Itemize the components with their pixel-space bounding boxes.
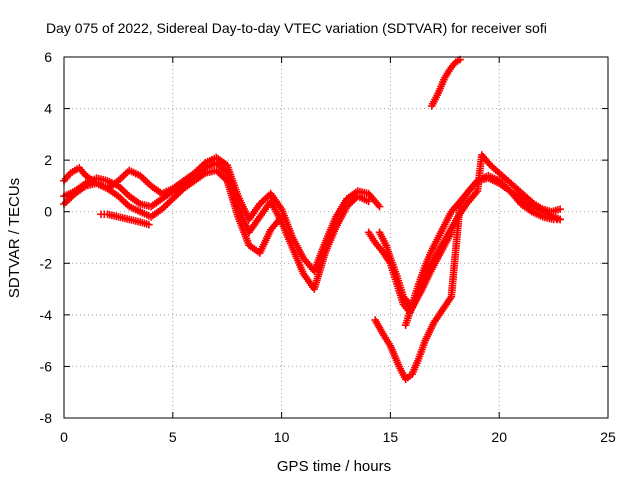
data-point [277,213,286,221]
series-arc-9 [419,151,564,283]
series-arc-4 [97,210,153,229]
x-tick-label: 5 [169,429,177,445]
series-arc-3 [60,166,286,257]
axis-ticks [63,56,609,419]
y-tick-label: -4 [40,307,53,323]
y-axis-label: SDTVAR / TECUs [6,178,23,298]
data-point [556,205,564,213]
x-tick-label: 0 [60,429,68,445]
series-arc-2 [60,158,373,293]
x-tick-label: 10 [274,429,290,445]
y-tick-label: -2 [40,255,53,271]
data-point [364,197,373,206]
y-tick-label: 4 [44,101,52,117]
plot-frame [63,56,609,419]
x-tick-label: 15 [383,429,399,445]
x-tick-label: 25 [600,429,616,445]
x-tick-label: 20 [491,429,507,445]
y-tick-label: 2 [44,152,52,168]
chart-title: Day 075 of 2022, Sidereal Day-to-day VTE… [46,20,547,36]
series-arc-8 [401,171,564,329]
data-point [456,55,464,64]
data-point [145,220,153,229]
y-tick-label: 0 [44,204,52,220]
data-point [375,202,384,211]
x-axis-label: GPS time / hours [277,458,391,475]
y-tick-label: -8 [40,410,53,426]
grid [64,57,608,418]
y-tick-label: 6 [44,49,52,65]
data-points [60,55,564,384]
y-tick-label: -6 [40,358,53,374]
data-point [556,215,564,224]
series-arc-10 [427,55,464,110]
tick-labels: 0 5 10 15 20 25 -8 -6 -4 -2 0 2 4 6 [40,49,616,445]
